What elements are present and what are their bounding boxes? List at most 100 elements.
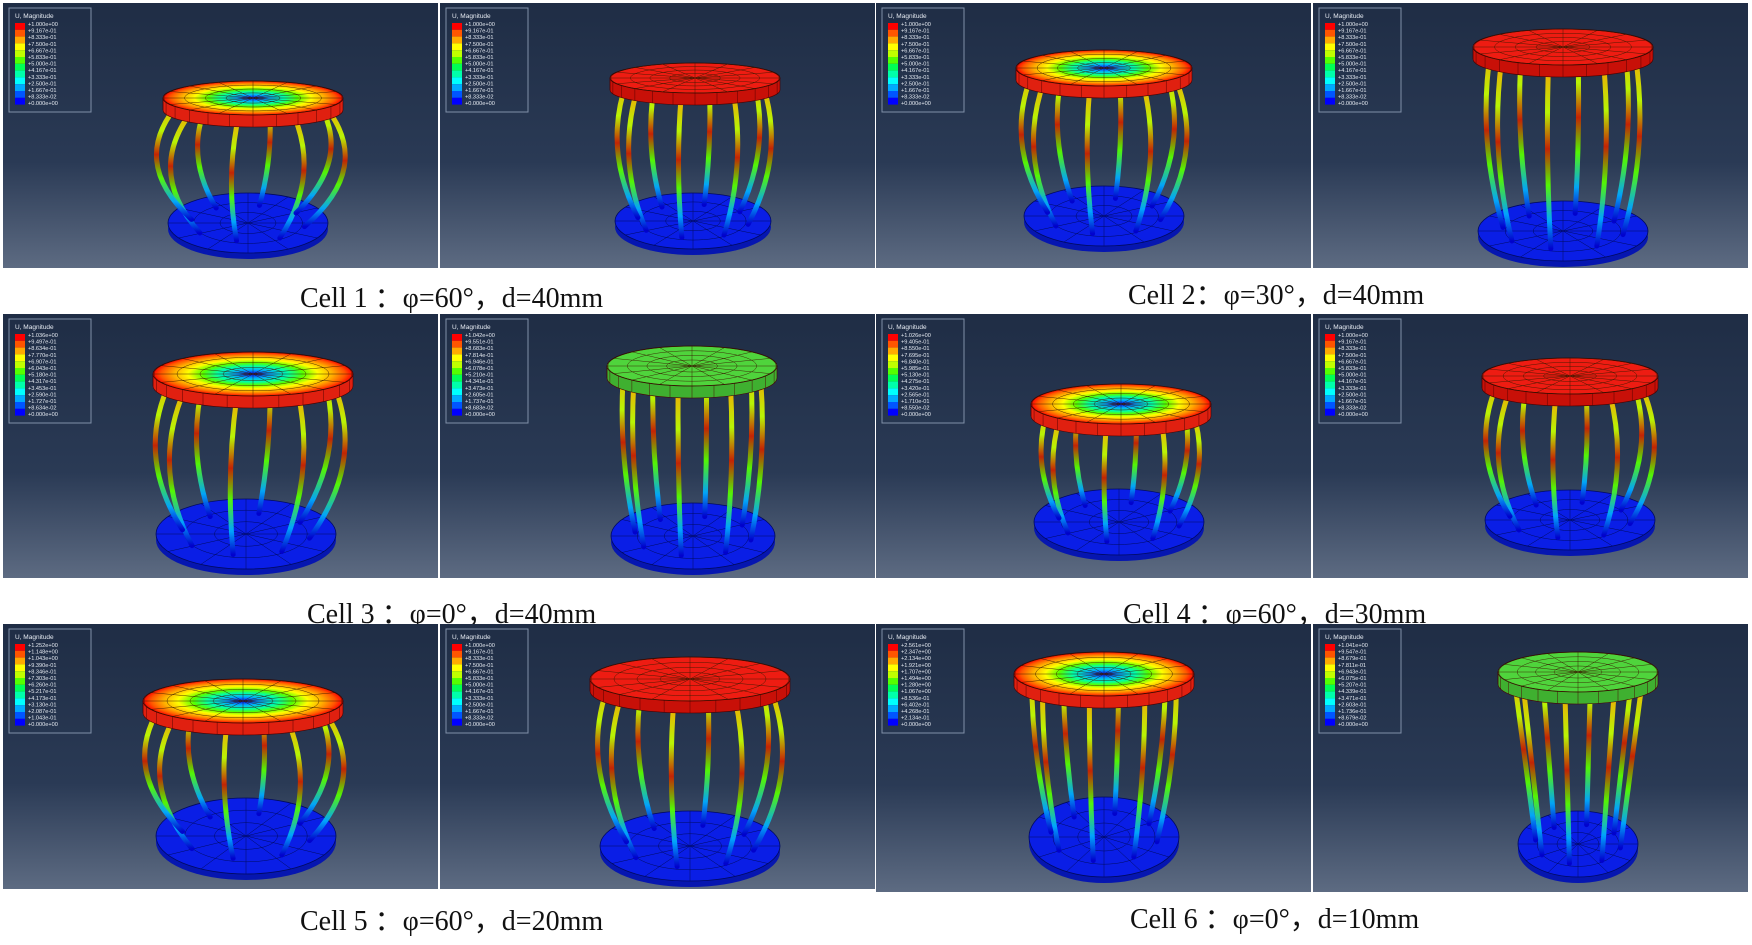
legend-value: +5.833e-01 bbox=[901, 55, 929, 61]
legend-value: +1.043e-01 bbox=[28, 716, 56, 722]
top-plate bbox=[162, 80, 344, 128]
legend-swatch bbox=[15, 91, 25, 98]
legend-swatch bbox=[15, 402, 25, 409]
legend-swatch bbox=[15, 84, 25, 91]
legend-swatch bbox=[888, 650, 898, 658]
legend-value: +5.130e-01 bbox=[901, 373, 929, 379]
legend-title: U, Magnitude bbox=[452, 634, 491, 641]
legend-value: +1.026e+00 bbox=[901, 333, 931, 339]
legend-swatch bbox=[452, 57, 462, 64]
legend-value: +8.333e-02 bbox=[1338, 95, 1366, 101]
struts bbox=[1038, 391, 1202, 544]
legend-value: +7.500e-01 bbox=[1338, 353, 1366, 359]
legend-value: +5.000e-01 bbox=[465, 683, 493, 689]
legend: U, Magnitude+1.041e+00+9.547e-01+8.679e-… bbox=[1318, 628, 1402, 734]
legend-value: +8.333e-01 bbox=[465, 35, 493, 41]
legend-value: +1.000e+00 bbox=[465, 22, 495, 28]
legend-swatch bbox=[452, 408, 462, 416]
top-plate bbox=[1013, 651, 1195, 709]
legend-value: +1.280e+00 bbox=[901, 683, 931, 689]
legend-value: +2.500e-01 bbox=[1338, 81, 1366, 87]
legend-value: +6.667e-01 bbox=[465, 669, 493, 675]
legend-swatch bbox=[1325, 63, 1335, 71]
fea-viewport-cell-5-a: U, Magnitude +1.252e+00 +1.148e+00 +1.043e+… bbox=[3, 624, 438, 889]
legend-value: +7.814e-01 bbox=[465, 353, 493, 359]
legend-swatch bbox=[15, 718, 25, 726]
legend-value: +9.547e-01 bbox=[1338, 650, 1366, 656]
legend-value: +1.000e+00 bbox=[901, 22, 931, 28]
legend-title: U, Magnitude bbox=[1325, 13, 1364, 20]
legend-value: +6.043e-01 bbox=[28, 366, 56, 372]
struts bbox=[614, 69, 774, 240]
legend-value: +4.317e-01 bbox=[28, 379, 56, 385]
legend-swatch bbox=[15, 671, 25, 678]
legend-value: +1.667e-01 bbox=[901, 88, 929, 94]
legend-value: +0.000e+00 bbox=[1338, 412, 1368, 418]
legend-swatch bbox=[452, 43, 462, 51]
legend-swatch bbox=[1325, 691, 1335, 699]
legend-value: +1.000e+00 bbox=[28, 22, 58, 28]
legend-swatch bbox=[452, 698, 462, 706]
legend-swatch bbox=[452, 334, 462, 341]
fea-viewport-cell-3-a: U, Magnitude +1.036e+00 +9.497e-01 +8.634e-… bbox=[3, 314, 438, 578]
legend-value: +1.148e+00 bbox=[28, 650, 58, 656]
legend-value: +8.346e-01 bbox=[28, 669, 56, 675]
legend-value: +2.347e+00 bbox=[901, 650, 931, 656]
top-plate bbox=[152, 351, 354, 409]
top-plate bbox=[606, 345, 778, 399]
legend-value: +8.683e-02 bbox=[465, 406, 493, 412]
legend-value: +1.000e+00 bbox=[1338, 22, 1368, 28]
legend-swatch bbox=[888, 29, 898, 37]
legend-value: +8.550e-01 bbox=[901, 346, 929, 352]
legend-value: +1.727e-01 bbox=[28, 399, 56, 405]
legend-swatch bbox=[888, 705, 898, 712]
caption-cell-5: Cell 5 ：φ=60°，d=20mm bbox=[300, 906, 604, 937]
legend-title: U, Magnitude bbox=[888, 13, 927, 20]
legend-swatch bbox=[1325, 50, 1335, 57]
legend-value: +3.471e-01 bbox=[1338, 696, 1366, 702]
legend-swatch bbox=[452, 50, 462, 57]
legend-swatch bbox=[452, 657, 462, 665]
legend-swatch bbox=[452, 70, 462, 78]
legend-swatch bbox=[1325, 347, 1335, 355]
legend-value: +9.497e-01 bbox=[28, 340, 56, 346]
legend-swatch bbox=[888, 368, 898, 375]
legend: U, Magnitude+1.000e+00+9.167e-01+8.333e-… bbox=[8, 7, 92, 113]
legend-value: +1.041e+00 bbox=[1338, 643, 1368, 649]
legend-swatch bbox=[15, 705, 25, 712]
legend-swatch bbox=[15, 644, 25, 651]
legend-swatch bbox=[15, 361, 25, 368]
legend-swatch bbox=[452, 664, 462, 672]
legend-value: +8.333e-01 bbox=[1338, 35, 1366, 41]
legend-swatch bbox=[15, 29, 25, 37]
legend-value: +9.390e-01 bbox=[28, 663, 56, 669]
legend-swatch bbox=[452, 705, 462, 712]
legend-swatch bbox=[1325, 354, 1335, 362]
legend-swatch bbox=[1325, 705, 1335, 712]
legend-swatch bbox=[1325, 408, 1335, 416]
legend-swatch bbox=[15, 43, 25, 51]
legend-value: +2.500e-01 bbox=[28, 81, 56, 87]
legend-swatch bbox=[1325, 381, 1335, 389]
legend-swatch bbox=[888, 644, 898, 651]
legend-value: +0.000e+00 bbox=[28, 101, 58, 107]
legend-value: +5.210e-01 bbox=[465, 373, 493, 379]
legend-value: +4.167e-01 bbox=[1338, 68, 1366, 74]
legend-value: +9.167e-01 bbox=[465, 29, 493, 35]
legend-value: +4.167e-01 bbox=[1338, 379, 1366, 385]
legend-swatch bbox=[452, 691, 462, 699]
legend-swatch bbox=[452, 381, 462, 389]
legend-value: +3.333e-01 bbox=[465, 75, 493, 81]
legend-value: +9.167e-01 bbox=[1338, 29, 1366, 35]
legend-swatch bbox=[1325, 340, 1335, 348]
fea-viewport-cell-1-b: U, Magnitude +1.000e+00 +9.167e-01 +8.333e-… bbox=[440, 3, 875, 268]
legend-value: +4.167e-01 bbox=[465, 68, 493, 74]
legend-swatch bbox=[888, 84, 898, 91]
legend: U, Magnitude +2.561e+00+2.347e+00+2.134e+… bbox=[881, 628, 965, 734]
fea-viewport-cell-6-a: U, Magnitude +2.561e+00 +2.347e+00 +2.134e+… bbox=[876, 624, 1311, 892]
fea-viewport-cell-4-a: U, Magnitude +1.026e+00 +9.405e-01 +8.550e-… bbox=[876, 314, 1311, 578]
legend-value: +6.078e-01 bbox=[465, 366, 493, 372]
fea-viewport-cell-2-a: U, Magnitude +1.000e+00 +9.167e-01 +8.333e-… bbox=[876, 3, 1311, 268]
legend-value: +7.500e-01 bbox=[901, 42, 929, 48]
